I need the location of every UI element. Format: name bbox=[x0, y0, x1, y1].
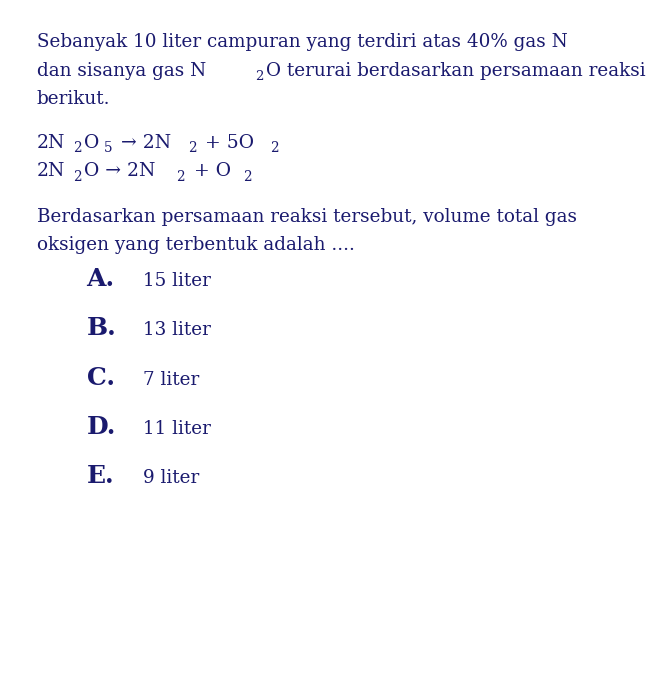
Text: 2N: 2N bbox=[37, 133, 65, 152]
Text: 15 liter: 15 liter bbox=[143, 271, 211, 290]
Text: dan sisanya gas N: dan sisanya gas N bbox=[37, 62, 206, 80]
Text: 2: 2 bbox=[243, 169, 252, 183]
Text: 2: 2 bbox=[176, 169, 185, 183]
Text: → 2N: → 2N bbox=[115, 133, 171, 152]
Text: + 5O: + 5O bbox=[198, 133, 254, 152]
Text: C.: C. bbox=[87, 366, 115, 389]
Text: 5: 5 bbox=[104, 141, 113, 155]
Text: 2: 2 bbox=[255, 70, 263, 83]
Text: B.: B. bbox=[87, 316, 117, 340]
Text: O terurai berdasarkan persamaan reaksi: O terurai berdasarkan persamaan reaksi bbox=[266, 62, 645, 80]
Text: O → 2N: O → 2N bbox=[85, 162, 156, 180]
Text: 7 liter: 7 liter bbox=[143, 370, 199, 389]
Text: A.: A. bbox=[87, 267, 115, 290]
Text: D.: D. bbox=[87, 415, 116, 439]
Text: berikut.: berikut. bbox=[37, 90, 110, 108]
Text: 2N: 2N bbox=[37, 162, 65, 180]
Text: oksigen yang terbentuk adalah ....: oksigen yang terbentuk adalah .... bbox=[37, 236, 354, 255]
Text: 2: 2 bbox=[270, 141, 278, 155]
Text: E.: E. bbox=[87, 464, 114, 488]
Text: 2: 2 bbox=[73, 169, 82, 183]
Text: O: O bbox=[85, 133, 100, 152]
Text: Sebanyak 10 liter campuran yang terdiri atas 40% gas N: Sebanyak 10 liter campuran yang terdiri … bbox=[37, 33, 567, 51]
Text: Berdasarkan persamaan reaksi tersebut, volume total gas: Berdasarkan persamaan reaksi tersebut, v… bbox=[37, 208, 577, 226]
Text: 13 liter: 13 liter bbox=[143, 321, 211, 339]
Text: 11 liter: 11 liter bbox=[143, 420, 211, 438]
Text: 2: 2 bbox=[188, 141, 196, 155]
Text: 9 liter: 9 liter bbox=[143, 469, 199, 487]
Text: 2: 2 bbox=[73, 141, 82, 155]
Text: + O: + O bbox=[188, 162, 230, 180]
